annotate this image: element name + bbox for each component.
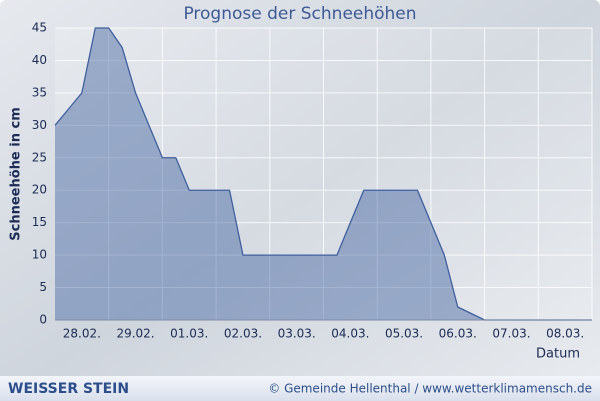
y-tick-label: 30	[32, 118, 47, 132]
y-tick-label: 35	[32, 85, 47, 99]
area	[55, 28, 592, 320]
x-axis-label: Datum	[536, 347, 580, 362]
y-tick-label: 0	[39, 313, 47, 327]
y-tick-label: 45	[32, 21, 47, 35]
footer-right: © Gemeinde Hellenthal / www.wetterklimam…	[268, 382, 592, 396]
x-tick-label: 28.02.	[63, 327, 101, 341]
x-tick-label: 08.03.	[546, 327, 584, 341]
chart-title: Prognose der Schneehöhen	[183, 4, 416, 24]
x-tick-label: 05.03.	[385, 327, 423, 341]
x-tick-label: 29.02.	[116, 327, 154, 341]
y-tick-label: 5	[39, 280, 47, 294]
x-tick-label: 03.03.	[278, 327, 316, 341]
y-tick-label: 25	[32, 150, 47, 164]
x-tick-label: 01.03.	[170, 327, 208, 341]
y-tick-label: 20	[32, 183, 47, 197]
y-tick-label: 40	[32, 53, 47, 67]
y-tick-label: 15	[32, 215, 47, 229]
x-tick-label: 07.03.	[492, 327, 530, 341]
y-tick-label: 10	[32, 248, 47, 262]
x-tick-label: 06.03.	[439, 327, 477, 341]
x-tick-label: 04.03.	[331, 327, 369, 341]
y-axis-label: Schneehöhe in cm	[9, 107, 24, 241]
footer-left: WEISSER STEIN	[8, 381, 129, 397]
footer-band	[0, 376, 600, 401]
x-tick-label: 02.03.	[224, 327, 262, 341]
